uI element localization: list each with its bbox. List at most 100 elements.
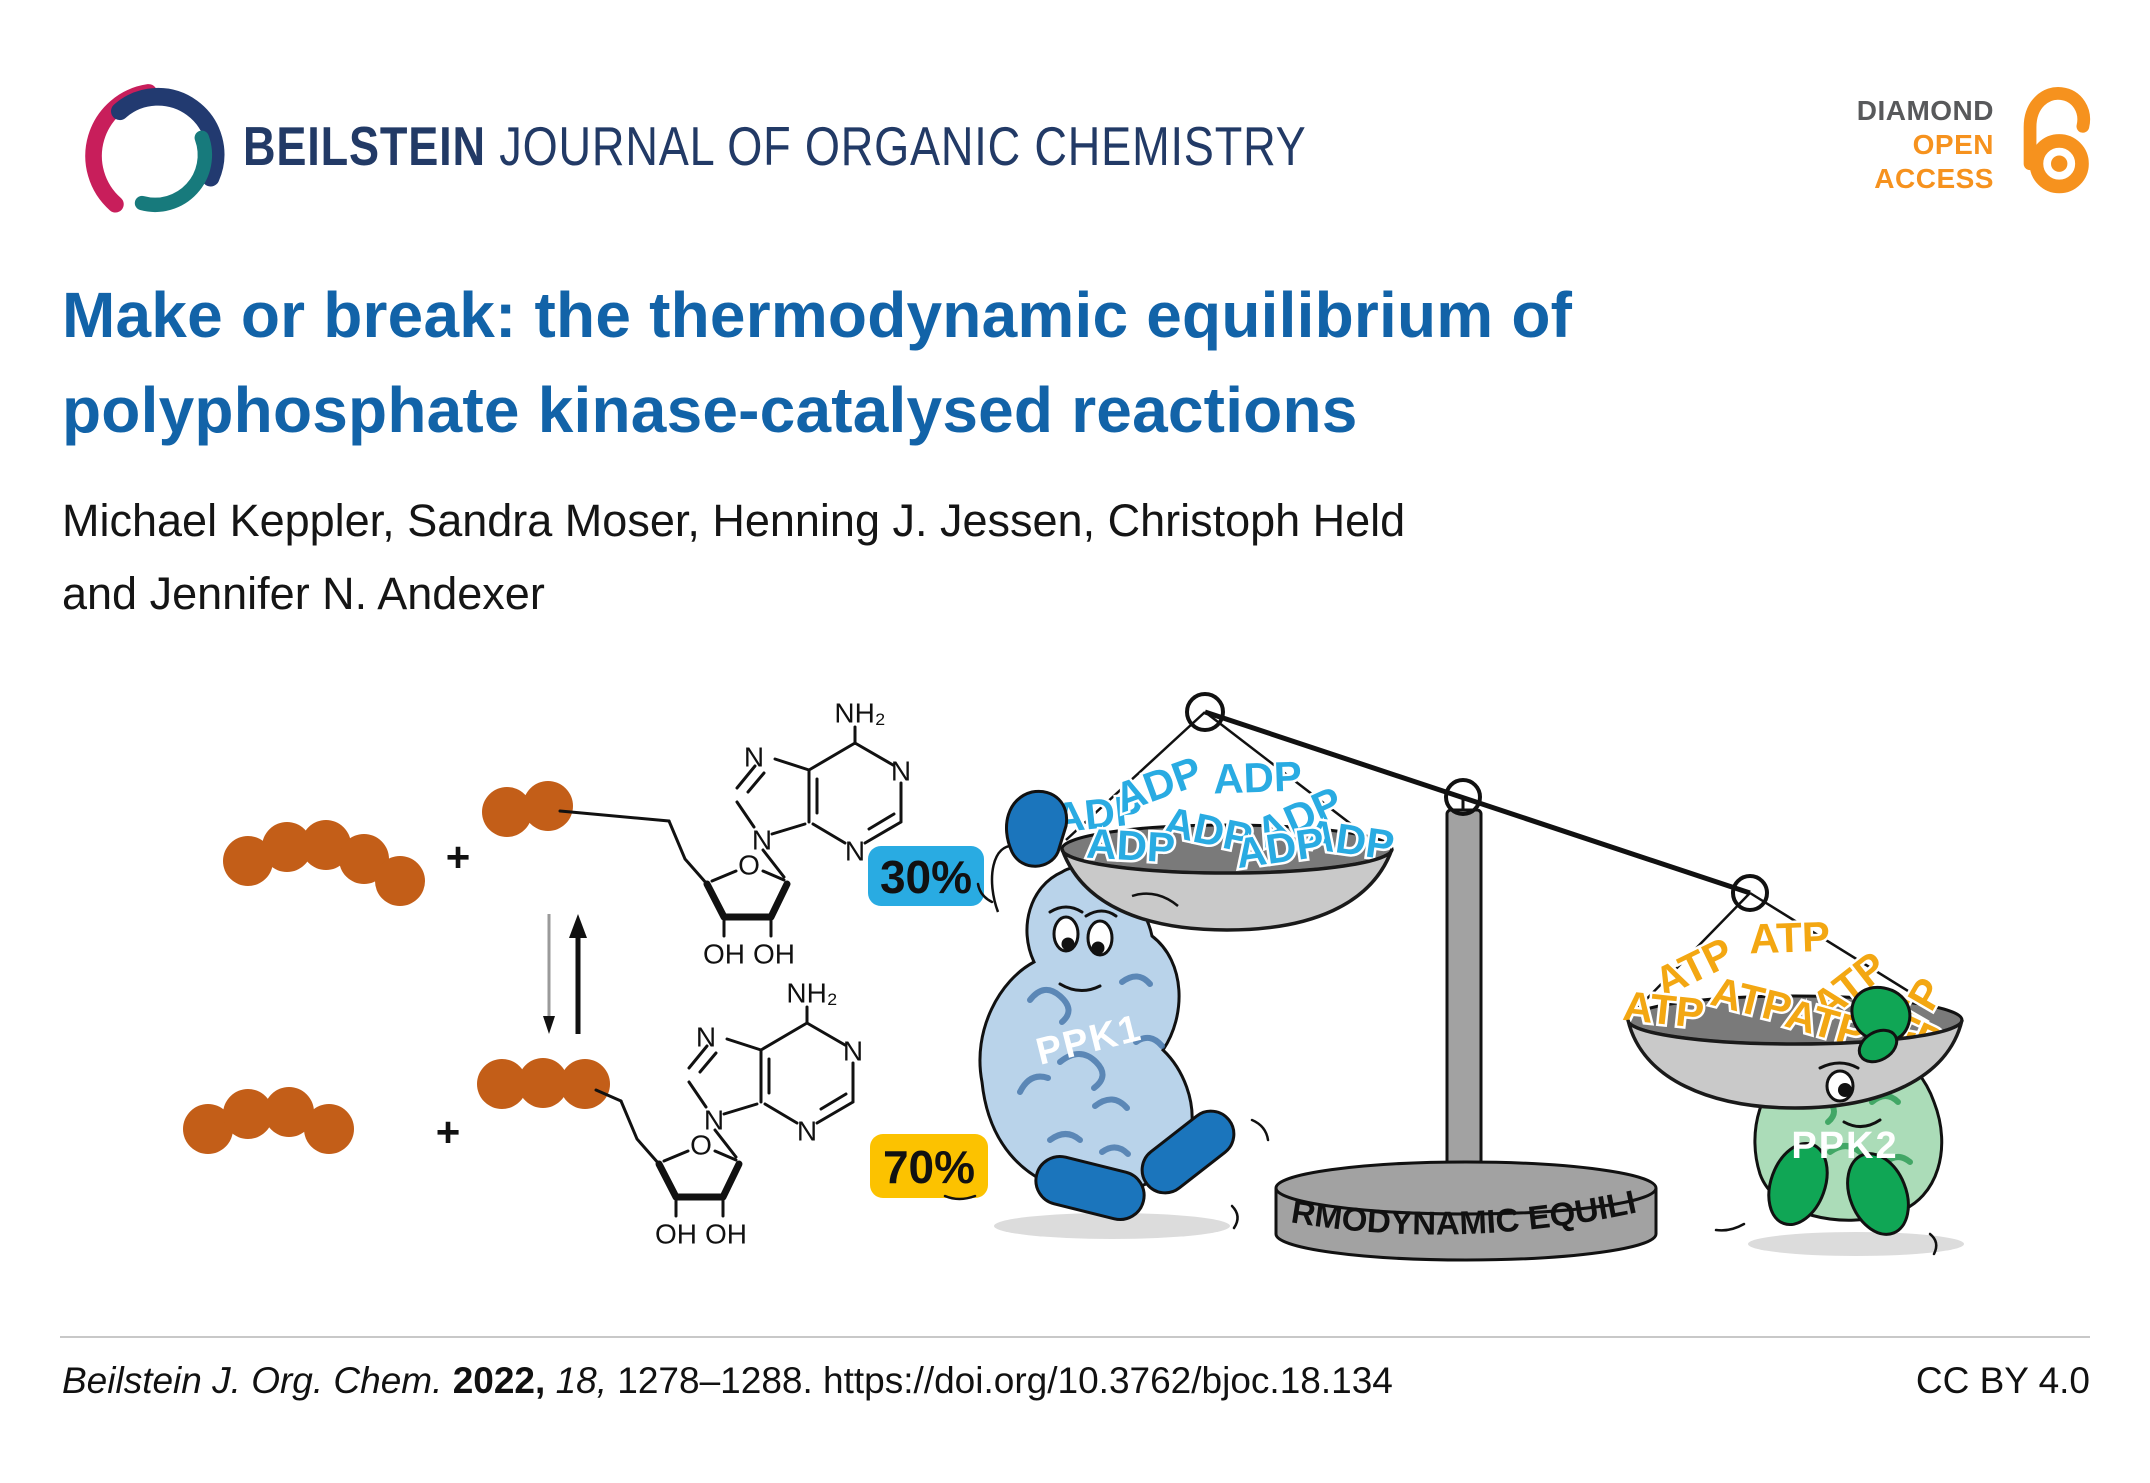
open-access-badge: DIAMOND OPEN ACCESS — [1857, 84, 2092, 196]
ppk1-boot — [1034, 1155, 1146, 1221]
article-title-line1: Make or break: the thermodynamic equilib… — [62, 279, 1573, 351]
atom-n: N — [704, 1105, 724, 1136]
left-pan-bowl — [1060, 848, 1394, 932]
atom-n: N — [696, 1022, 716, 1053]
ppk1-pupil — [1091, 941, 1105, 955]
atom-n: N — [752, 825, 772, 856]
right-pan-assembly: ATP ATP ATP ATP ATP ATP ATP ATP — [1618, 891, 1964, 1110]
adp-molecule: N N N N NH₂ O OH OH — [667, 698, 911, 970]
atom-nh2: NH₂ — [786, 978, 837, 1009]
ppk2-pupil — [1838, 1083, 1852, 1097]
graphical-abstract: RMODYNAMIC EQUILI + N N N N NH₂ O OH — [183, 692, 1964, 1262]
atom-o: O — [738, 850, 760, 881]
logo-arc-teal — [134, 130, 213, 213]
balance-right-hook — [1731, 874, 1769, 912]
citation-year: 2022, — [452, 1360, 546, 1401]
polyphosphate-chain-5 — [223, 820, 425, 906]
atom-n: N — [891, 756, 911, 787]
author-list-line2: and Jennifer N. Andexer — [62, 568, 545, 619]
atom-n: N — [744, 742, 764, 773]
oa-open-label: OPEN — [1912, 129, 1994, 160]
beilstein-logo — [85, 84, 225, 213]
motion-dash — [1250, 1118, 1270, 1142]
atp-molecule: N N N N NH₂ O OH OH — [619, 978, 863, 1250]
phosphate-ribose-bond — [594, 1088, 623, 1103]
motion-dash — [976, 882, 994, 904]
citation-volume: 18, — [555, 1360, 607, 1401]
ppk1-boot — [1140, 1109, 1236, 1195]
reaction-scheme: + N N N N NH₂ O OH OH 30% — [183, 698, 988, 1250]
ppk1-character — [978, 865, 1230, 1239]
journal-brand-rest: JOURNAL OF ORGANIC CHEMISTRY — [499, 115, 1307, 177]
polyphosphate-chain-4 — [183, 1087, 354, 1154]
ppk1-arm — [1131, 892, 1179, 907]
atom-oh: OH — [655, 1219, 697, 1250]
atom-n: N — [797, 1116, 817, 1147]
atom-oh: OH — [705, 1219, 747, 1250]
author-list: Michael Keppler, Sandra Moser, Henning J… — [62, 484, 1405, 630]
balance-center-pivot — [1444, 778, 1482, 816]
article-title: Make or break: the thermodynamic equilib… — [62, 268, 1572, 458]
balance-left-hook — [1185, 692, 1225, 732]
citation: Beilstein J. Org. Chem. 2022, 18, 1278–1… — [62, 1360, 1393, 1402]
atom-n: N — [845, 836, 865, 867]
logo-arc-navy — [111, 87, 225, 187]
pan-string — [1065, 711, 1206, 841]
ppk1-pupil — [1061, 937, 1075, 951]
yield-chip-adp: 30% — [868, 846, 984, 906]
pan-string — [1749, 891, 1959, 1024]
ppk1-hand — [1004, 789, 1069, 868]
open-access-lock-icon — [2023, 87, 2091, 194]
ppk2-eyebrow — [1818, 1061, 1860, 1070]
open-access-badge-text: DIAMOND OPEN ACCESS — [1857, 94, 1994, 196]
citation-doi: https://doi.org/10.3762/bjoc.18.134 — [823, 1360, 1393, 1401]
equilibrium-arrows — [543, 914, 587, 1034]
footer-divider — [60, 1336, 2090, 1338]
atp-phosphates — [477, 1058, 610, 1109]
oa-diamond-label: DIAMOND — [1856, 95, 1994, 126]
yield-adp-label: 30% — [880, 851, 972, 903]
ppk1-shadow — [994, 1213, 1230, 1239]
ppk2-hand — [1857, 1028, 1899, 1064]
ppk1-mouth — [1058, 982, 1102, 992]
atp-letter: ATP — [1748, 913, 1830, 963]
left-pan-assembly: ADP ADP ADP ADP ADP ADP ADP ADP — [1049, 711, 1400, 932]
journal-brand: BEILSTEIN JOURNAL OF ORGANIC CHEMISTRY — [243, 114, 1307, 178]
phosphate-ribose-bond — [558, 809, 671, 823]
author-list-line1: Michael Keppler, Sandra Moser, Henning J… — [62, 495, 1406, 546]
oa-access-label: ACCESS — [1874, 163, 1994, 194]
ppk2-front: PPK2 — [1714, 985, 1938, 1256]
balance-pole — [1445, 808, 1483, 1194]
atom-o: O — [690, 1130, 712, 1161]
motion-dash — [1714, 1222, 1746, 1232]
atom-oh: OH — [753, 939, 795, 970]
plus-sign: + — [436, 1109, 461, 1156]
adp-letter: ADP — [1212, 752, 1302, 802]
journal-brand-bold: BEILSTEIN — [243, 115, 486, 177]
ppk1-eyebrows — [1048, 905, 1118, 918]
pan-string — [1204, 711, 1391, 855]
ppk1-ribbon-texture — [1017, 973, 1165, 1157]
yield-chip-atp: 70% — [870, 1134, 988, 1198]
atom-oh: OH — [703, 939, 745, 970]
ppk2-foot — [1846, 1152, 1910, 1236]
balance-base-top — [1274, 1160, 1658, 1216]
yield-atp-label: 70% — [883, 1141, 975, 1193]
adp-phosphates — [482, 781, 573, 837]
ppk2-foot — [1767, 1141, 1829, 1227]
article-title-line2: polyphosphate kinase-catalysed reactions — [62, 374, 1358, 446]
ppk2-label: PPK2 — [1791, 1125, 1898, 1167]
license-label: CC BY 4.0 — [1915, 1360, 2090, 1401]
motion-dash — [1230, 1204, 1239, 1230]
balance-scale: RMODYNAMIC EQUILI — [1185, 692, 1769, 1262]
plus-sign: + — [446, 834, 471, 881]
citation-pages: 1278–1288. — [617, 1360, 813, 1401]
ppk2-shadow — [1748, 1232, 1964, 1256]
pan-string — [1631, 892, 1751, 1015]
citation-journal: Beilstein J. Org. Chem. — [62, 1360, 443, 1401]
atom-nh2: NH₂ — [834, 698, 885, 729]
atom-n: N — [843, 1036, 863, 1067]
ppk2-mouth — [1842, 1118, 1882, 1128]
motion-dash — [1928, 1232, 1938, 1256]
